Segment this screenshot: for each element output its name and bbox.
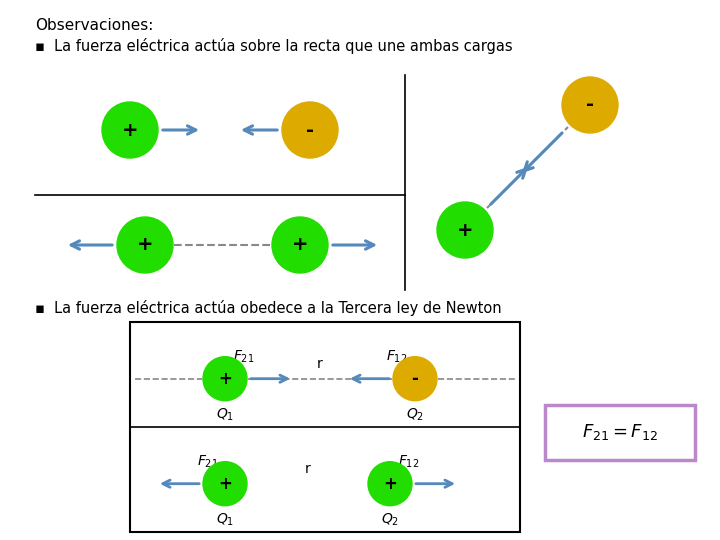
Text: $F_{21}$: $F_{21}$ [197, 454, 218, 470]
Text: $Q_2$: $Q_2$ [381, 512, 399, 528]
Text: +: + [137, 235, 153, 254]
Bar [545, 405, 695, 460]
Text: ▪  La fuerza eléctrica actúa obedece a la Tercera ley de Newton: ▪ La fuerza eléctrica actúa obedece a la… [35, 300, 502, 316]
Text: -: - [412, 370, 418, 388]
Text: -: - [586, 96, 594, 114]
Text: +: + [218, 370, 232, 388]
Text: -: - [306, 120, 314, 139]
Circle shape [368, 462, 412, 505]
Circle shape [282, 102, 338, 158]
Text: Observaciones:: Observaciones: [35, 18, 153, 33]
Text: $F_{12}$: $F_{12}$ [398, 454, 419, 470]
Text: +: + [218, 475, 232, 492]
Text: ▪  La fuerza eléctrica actúa sobre la recta que une ambas cargas: ▪ La fuerza eléctrica actúa sobre la rec… [35, 38, 513, 54]
Text: $Q_1$: $Q_1$ [216, 407, 234, 423]
Text: r: r [305, 462, 310, 476]
Circle shape [102, 102, 158, 158]
Circle shape [203, 462, 247, 505]
Circle shape [117, 217, 173, 273]
Circle shape [272, 217, 328, 273]
Text: $F_{21}$: $F_{21}$ [233, 349, 254, 365]
Text: $Q_2$: $Q_2$ [406, 407, 424, 423]
Text: +: + [122, 120, 138, 139]
Circle shape [203, 357, 247, 401]
Bar [130, 322, 520, 532]
Text: +: + [383, 475, 397, 492]
Circle shape [562, 77, 618, 133]
Text: +: + [292, 235, 308, 254]
Text: $F_{21}= F_{12}$: $F_{21}= F_{12}$ [582, 422, 658, 442]
Text: r: r [317, 357, 323, 370]
Text: $F_{12}$: $F_{12}$ [386, 349, 407, 365]
Text: $Q_1$: $Q_1$ [216, 512, 234, 528]
Text: +: + [456, 220, 473, 240]
Circle shape [437, 202, 493, 258]
Circle shape [393, 357, 437, 401]
